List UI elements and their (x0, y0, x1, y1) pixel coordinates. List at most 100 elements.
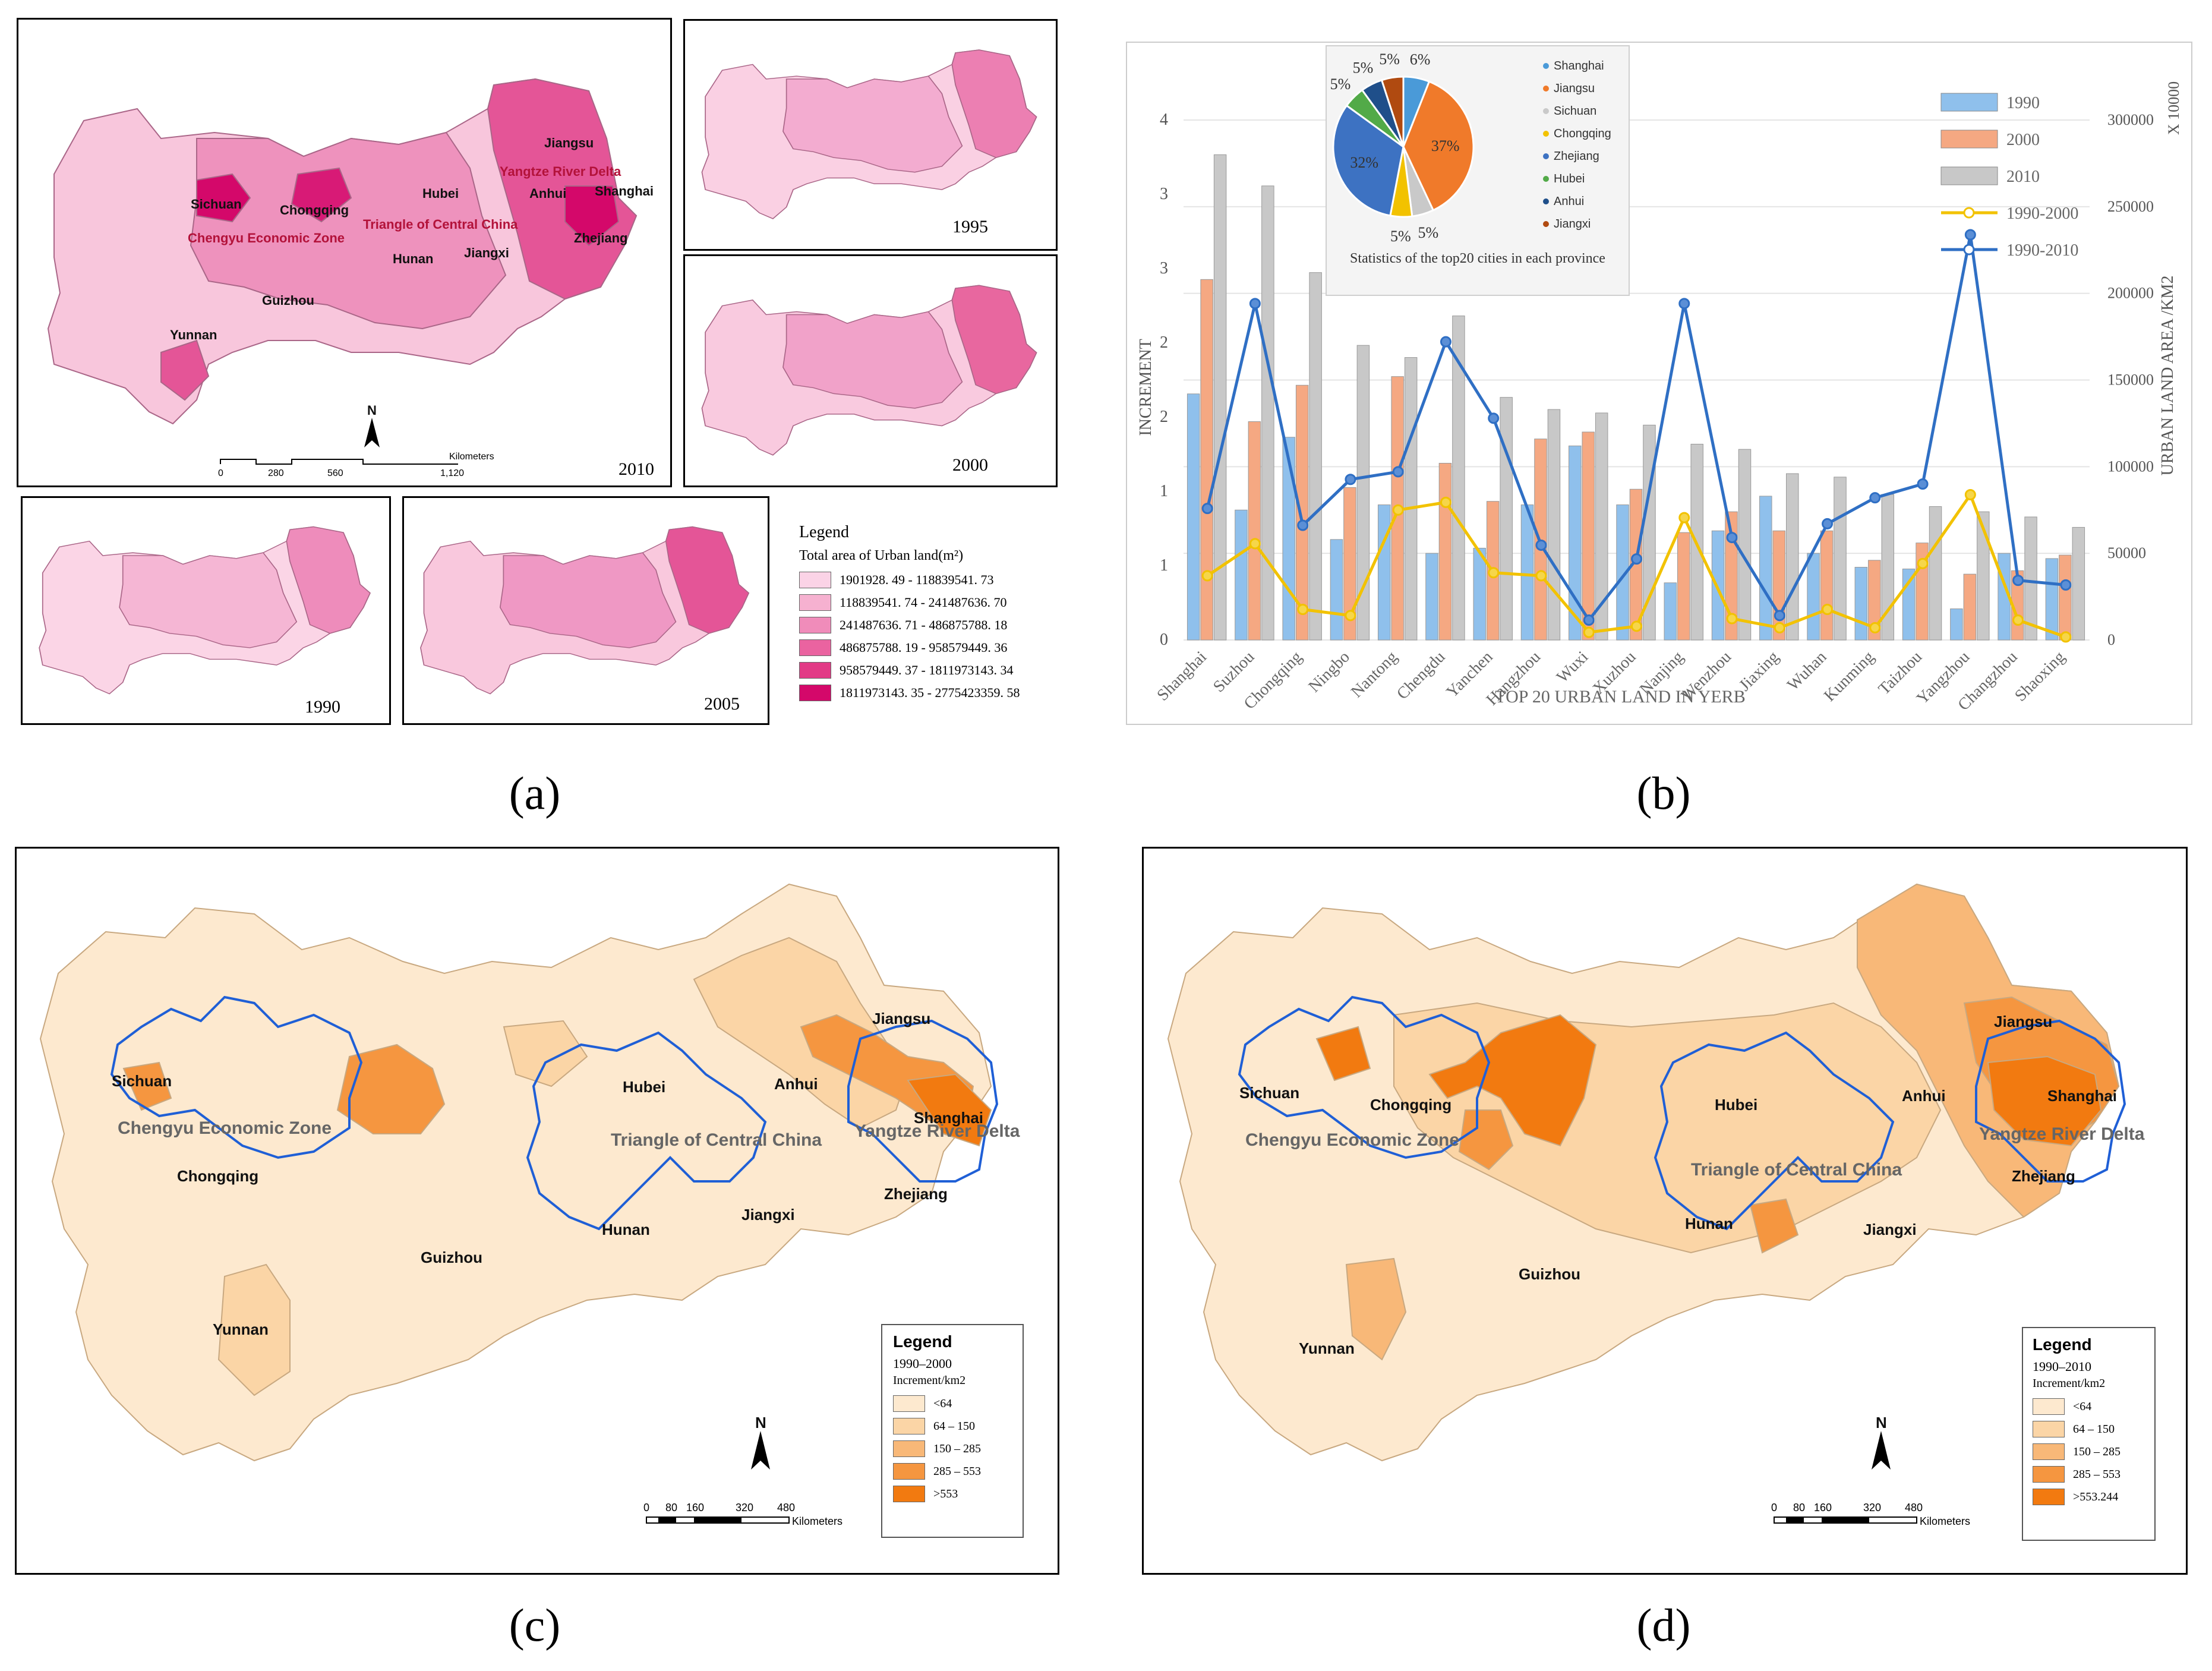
map-label-yrd: Yangtze River Delta (500, 164, 621, 179)
map-d-label-yunnan: Yunnan (1299, 1339, 1355, 1357)
x-tick-label: Chengdu (1393, 648, 1449, 703)
pie-legend-label: Jiangxi (1554, 217, 1591, 231)
bar-1990 (2045, 558, 2059, 641)
y-right-multiplier: X 10000 (2165, 81, 2182, 135)
map-label-sichuan: Sichuan (191, 197, 242, 212)
map-d-label-triangle: Triangle of Central China (1691, 1160, 1902, 1180)
series-point-1990-2000 (1201, 570, 1213, 582)
scale-unit: Kilometers (449, 452, 494, 462)
legend-a-swatch (799, 685, 831, 701)
map-d-label-jiangsu: Jiangsu (1994, 1013, 2052, 1030)
map-2005-frame: 2005 (402, 496, 769, 725)
bar-1990 (1902, 568, 1916, 641)
legend-d-label: >553.244 (2073, 1490, 2119, 1503)
y-left-tick: 3 (1160, 259, 1168, 278)
legend-b-marker (1963, 207, 1975, 219)
legend-a-item: 241487636. 71 - 486875788. 18 (799, 614, 1049, 636)
y-right-tick: 100000 (2107, 458, 2154, 475)
map-c-label-jiangxi: Jiangxi (741, 1206, 795, 1224)
scale-bar: 0 280 560 1,120 Kilometers (218, 452, 494, 478)
pie-data-label: 5% (1330, 75, 1351, 93)
north-arrow-icon: N (364, 403, 380, 447)
y-left-tick: 1 (1160, 556, 1168, 575)
y-right-tick: 200000 (2107, 285, 2154, 302)
legend-a-label: 241487636. 71 - 486875788. 18 (840, 617, 1008, 632)
y-right-title: URBAN LAND AREA /KM2 (2159, 276, 2177, 476)
legend-c-label: 150 – 285 (933, 1442, 981, 1455)
legend-c-label: 64 – 150 (933, 1419, 975, 1433)
year-label-1995: 1995 (952, 217, 988, 237)
x-tick-label: Ningbo (1305, 648, 1353, 696)
series-point-1990-2010 (1392, 466, 1404, 478)
bar-2000 (1438, 463, 1452, 641)
map-c-frame: Jiangsu Sichuan Hubei Anhui Shanghai Che… (15, 847, 1059, 1575)
map-c-label-anhui: Anhui (774, 1075, 818, 1093)
legend-a: Legend Total area of Urban land(m²) 1901… (799, 523, 1049, 704)
series-point-1990-2000 (1917, 557, 1929, 569)
map-d-label-zhejiang: Zhejiang (2012, 1167, 2075, 1185)
map-2000-frame: 2000 (683, 254, 1058, 487)
series-point-1990-2010 (1440, 336, 1451, 348)
legend-c-period: 1990–2000 (893, 1356, 952, 1371)
y-left-tick: 4 (1160, 111, 1168, 129)
y-right-tick: 250000 (2107, 198, 2154, 215)
legend-a-title: Legend (799, 523, 849, 541)
legend-a-label: 118839541. 74 - 241487636. 70 (840, 595, 1007, 610)
bar-2000 (1248, 421, 1261, 641)
series-point-1990-2000 (1726, 613, 1738, 625)
chart-b-frame: 300000 250000 200000 150000 100000 50000 0 4 3 3 2… (1126, 42, 2192, 725)
bar-2000 (1582, 431, 1595, 641)
legend-d-swatch (2033, 1466, 2065, 1483)
bar-2010 (1595, 412, 1608, 641)
map-1995-frame: 1995 (683, 19, 1058, 251)
pie-legend-dot (1543, 198, 1549, 204)
pie-legend-label: Chongqing (1554, 127, 1611, 140)
legend-b-label: 1990 (2006, 94, 2040, 112)
map-label-shanghai: Shanghai (595, 184, 654, 198)
legend-d-rows: <64 64 – 150 150 – 285 285 – 553 >553.244 (2033, 1395, 2145, 1508)
pie-data-label: 5% (1390, 228, 1411, 245)
y-left-title: INCREMENT (1137, 339, 1155, 436)
legend-a-item: 118839541. 74 - 241487636. 70 (799, 591, 1049, 614)
legend-d-item: 64 – 150 (2033, 1418, 2145, 1440)
legend-c-swatch (893, 1418, 925, 1434)
map-d-scale-unit: Kilometers (1920, 1515, 1970, 1527)
legend-d-swatch (2033, 1489, 2065, 1505)
legend-d-label: <64 (2073, 1399, 2092, 1413)
legend-c-swatch (893, 1440, 925, 1457)
bar-2010 (1356, 345, 1370, 641)
bar-2010 (1309, 272, 1322, 641)
legend-d-title: Legend (2033, 1335, 2092, 1354)
pie-slice-Jiangsu (1402, 80, 1475, 212)
caption-b: (b) (1636, 767, 1691, 819)
map-c-label-chongqing: Chongqing (177, 1167, 258, 1185)
legend-a-label: 486875788. 19 - 958579449. 36 (840, 640, 1008, 655)
legend-d-item: >553.244 (2033, 1486, 2145, 1508)
y-right-tick: 50000 (2107, 544, 2146, 562)
bar-2010 (1261, 185, 1274, 641)
series-point-1990-2000 (1774, 622, 1785, 633)
legend-c-label: 285 – 553 (933, 1464, 981, 1478)
map-d-label-anhui: Anhui (1902, 1087, 1946, 1105)
y-left-tick: 2 (1160, 333, 1168, 352)
bar-1990 (1854, 567, 1868, 641)
map-label-hubei: Hubei (422, 186, 459, 201)
bar-2010 (1547, 409, 1561, 641)
legend-a-item: 958579449. 37 - 1811973143. 34 (799, 659, 1049, 682)
x-tick-label: Shanghai (1153, 648, 1210, 705)
map-2010: Sichuan Chongqing Chengyu Economic Zone … (47, 78, 654, 478)
legend-d-item: <64 (2033, 1395, 2145, 1418)
series-point-1990-2010 (1535, 539, 1547, 551)
pie-data-label: 6% (1410, 51, 1431, 68)
series-point-1990-2010 (2012, 575, 2024, 587)
legend-b-label: 2000 (2006, 131, 2040, 149)
map-c: Jiangsu Sichuan Hubei Anhui Shanghai Che… (39, 883, 1020, 1527)
pie-data-label: 5% (1379, 51, 1400, 68)
legend-c-rows: <64 64 – 150 150 – 285 285 – 553 >553 (893, 1392, 1012, 1505)
map-d-label-chengyu: Chengyu Economic Zone (1245, 1130, 1459, 1150)
series-point-1990-2010 (1345, 474, 1356, 485)
series-point-1990-2000 (1345, 610, 1356, 622)
map-d-label-hunan: Hunan (1685, 1215, 1733, 1232)
map-c-label-jiangsu: Jiangsu (872, 1010, 930, 1027)
series-point-1990-2010 (2060, 579, 2072, 591)
